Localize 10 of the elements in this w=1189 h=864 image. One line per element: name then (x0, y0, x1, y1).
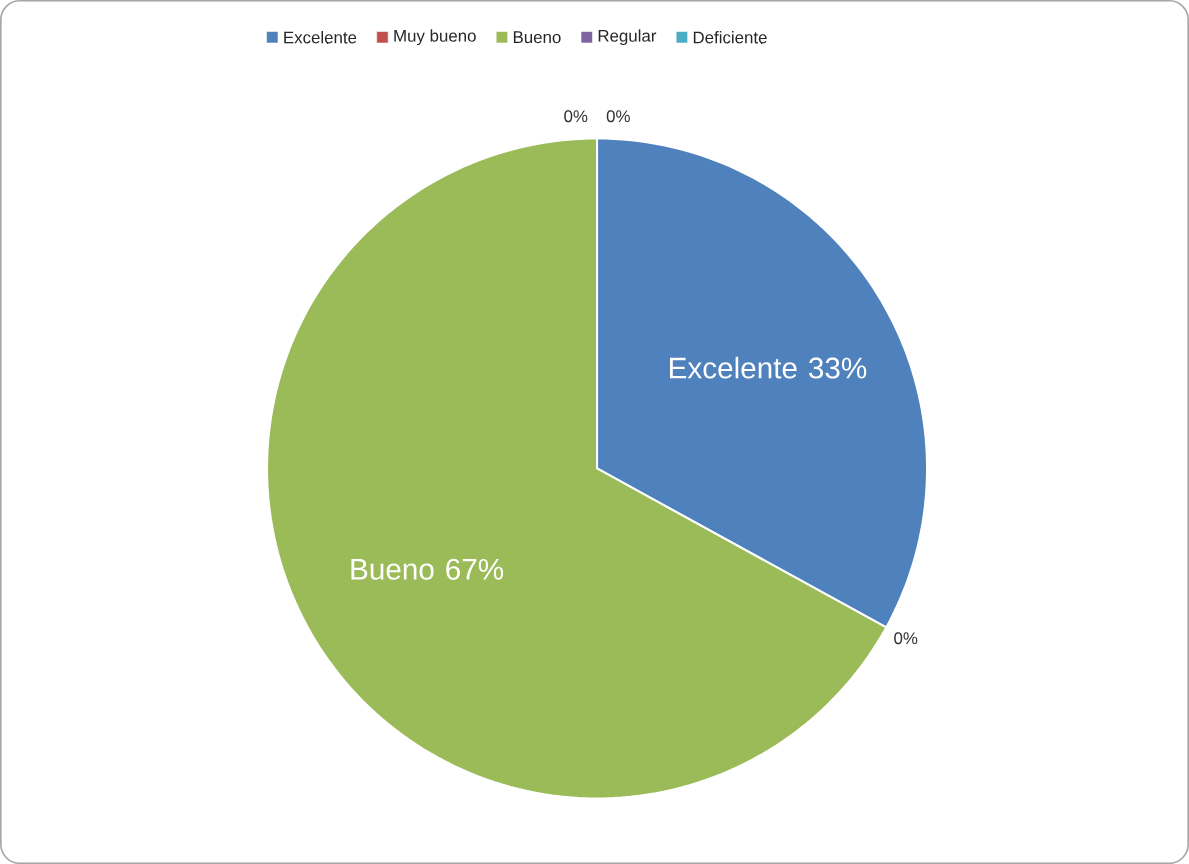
legend-label: Regular (598, 29, 657, 46)
text: 0% (894, 632, 918, 645)
legend-label: Excelente (284, 31, 357, 44)
data-label: Excelente 33% (670, 356, 867, 379)
text: 0% (606, 110, 630, 123)
data-label: Bueno 67% (351, 558, 504, 580)
legend-label: Muy bueno (394, 29, 476, 46)
legend-label: Deficiente (693, 31, 767, 44)
text: 0% (564, 110, 588, 123)
legend-label: Bueno (513, 31, 561, 44)
